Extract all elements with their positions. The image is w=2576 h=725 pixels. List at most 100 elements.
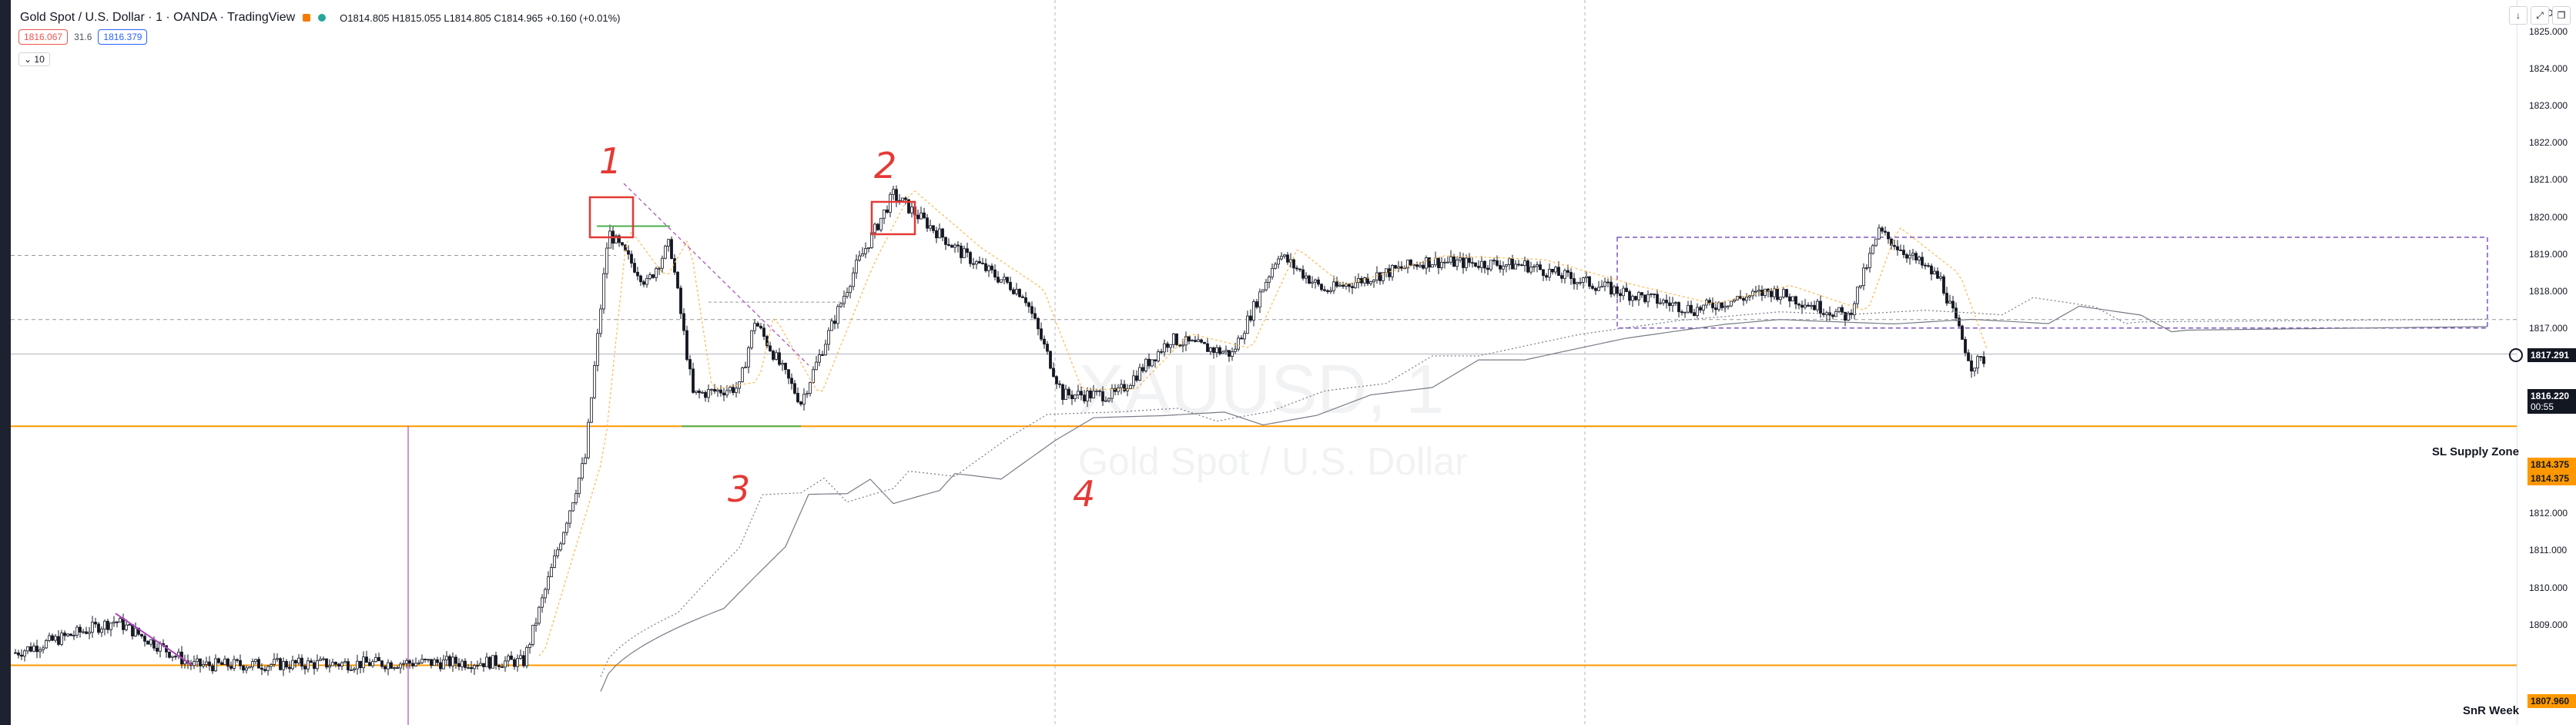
candle bbox=[1027, 302, 1030, 307]
candle bbox=[1452, 256, 1455, 267]
candle bbox=[405, 660, 408, 664]
price-chart[interactable] bbox=[0, 0, 2517, 725]
indicator-toggle[interactable]: ⌄ 10 bbox=[18, 52, 50, 66]
candle bbox=[196, 658, 199, 663]
candle bbox=[1415, 264, 1419, 267]
candle bbox=[193, 661, 196, 666]
candle bbox=[605, 247, 608, 274]
candle bbox=[1955, 307, 1958, 319]
candle bbox=[143, 636, 146, 642]
candle bbox=[1409, 260, 1412, 266]
scroll-down-icon[interactable]: ↓ bbox=[2509, 6, 2527, 25]
candle bbox=[1924, 264, 1927, 267]
candle bbox=[1455, 260, 1459, 267]
ohlc-values: O1814.805 H1815.055 L1814.805 C1814.965 … bbox=[340, 12, 621, 24]
buy-button[interactable]: 1816.379 bbox=[98, 29, 148, 45]
candle bbox=[1345, 284, 1348, 287]
candle bbox=[633, 263, 636, 273]
candle bbox=[630, 253, 633, 264]
candle bbox=[534, 623, 538, 626]
candle bbox=[1610, 281, 1613, 295]
candle bbox=[1702, 304, 1705, 310]
candle bbox=[1295, 267, 1298, 270]
candle bbox=[1677, 302, 1680, 313]
axis-tick: 1810.000 bbox=[2529, 582, 2568, 593]
candle bbox=[1055, 376, 1058, 384]
candle bbox=[233, 659, 236, 669]
maximize-icon[interactable]: ⤢ bbox=[2531, 6, 2549, 25]
candle bbox=[504, 660, 507, 668]
candle bbox=[618, 235, 621, 243]
annotation-3: 3 bbox=[728, 468, 751, 510]
candle bbox=[60, 633, 63, 645]
price-axis[interactable] bbox=[2517, 0, 2576, 725]
alert-target-icon[interactable] bbox=[2509, 348, 2523, 362]
candle bbox=[1902, 250, 1905, 255]
candle bbox=[1221, 351, 1224, 354]
candle bbox=[1878, 227, 1881, 240]
candle bbox=[1449, 256, 1452, 263]
candle bbox=[356, 660, 359, 670]
restore-icon[interactable]: ❐ bbox=[2552, 6, 2571, 25]
candle bbox=[972, 263, 975, 265]
candle bbox=[852, 272, 855, 287]
candle bbox=[956, 244, 960, 247]
watermark-name: Gold Spot / U.S. Dollar bbox=[1078, 440, 1468, 483]
candle bbox=[753, 323, 756, 331]
candle bbox=[1807, 304, 1810, 307]
candle bbox=[1788, 296, 1791, 302]
annotation-4: 4 bbox=[1073, 473, 1096, 515]
candle bbox=[1215, 347, 1218, 353]
candle bbox=[1477, 266, 1480, 268]
annotation-box-2 bbox=[870, 200, 916, 236]
candle bbox=[1268, 277, 1271, 283]
candle bbox=[439, 662, 442, 670]
candle bbox=[29, 646, 32, 652]
candle bbox=[501, 666, 504, 668]
candle bbox=[670, 239, 673, 259]
candle bbox=[1040, 328, 1043, 340]
candle bbox=[420, 659, 424, 663]
candle bbox=[307, 660, 310, 670]
candle bbox=[876, 223, 879, 230]
candle bbox=[1628, 291, 1631, 301]
candle bbox=[1046, 344, 1049, 352]
candle bbox=[1896, 246, 1899, 250]
candle bbox=[140, 633, 143, 637]
candle bbox=[1160, 351, 1163, 353]
candle bbox=[1576, 282, 1579, 284]
candle bbox=[950, 245, 953, 248]
candle bbox=[1594, 287, 1597, 291]
candle bbox=[384, 666, 387, 670]
symbol-title[interactable]: Gold Spot / U.S. Dollar · 1 · OANDA · Tr… bbox=[20, 11, 296, 24]
candle bbox=[365, 656, 368, 663]
candle bbox=[812, 369, 815, 383]
candle bbox=[892, 189, 895, 195]
candle bbox=[1822, 313, 1825, 315]
candle bbox=[704, 391, 707, 398]
candle bbox=[1483, 260, 1486, 269]
candle bbox=[1486, 267, 1489, 270]
candle bbox=[359, 660, 362, 669]
candle bbox=[1132, 375, 1135, 386]
candle bbox=[762, 327, 765, 337]
candle bbox=[1388, 268, 1391, 277]
candle bbox=[963, 248, 966, 258]
candle bbox=[1385, 268, 1388, 274]
candle bbox=[1865, 267, 1868, 269]
candle bbox=[294, 660, 297, 663]
candle bbox=[1646, 294, 1650, 303]
candle bbox=[168, 651, 171, 658]
candle bbox=[719, 389, 722, 394]
candle bbox=[1730, 300, 1733, 307]
candle bbox=[128, 624, 131, 626]
candle bbox=[790, 378, 793, 384]
candle bbox=[639, 275, 642, 283]
candle bbox=[63, 633, 66, 636]
sell-button[interactable]: 1816.067 bbox=[18, 29, 69, 45]
candle bbox=[1933, 270, 1936, 275]
candle bbox=[1172, 333, 1175, 345]
candle bbox=[553, 555, 556, 568]
candle bbox=[855, 260, 858, 274]
